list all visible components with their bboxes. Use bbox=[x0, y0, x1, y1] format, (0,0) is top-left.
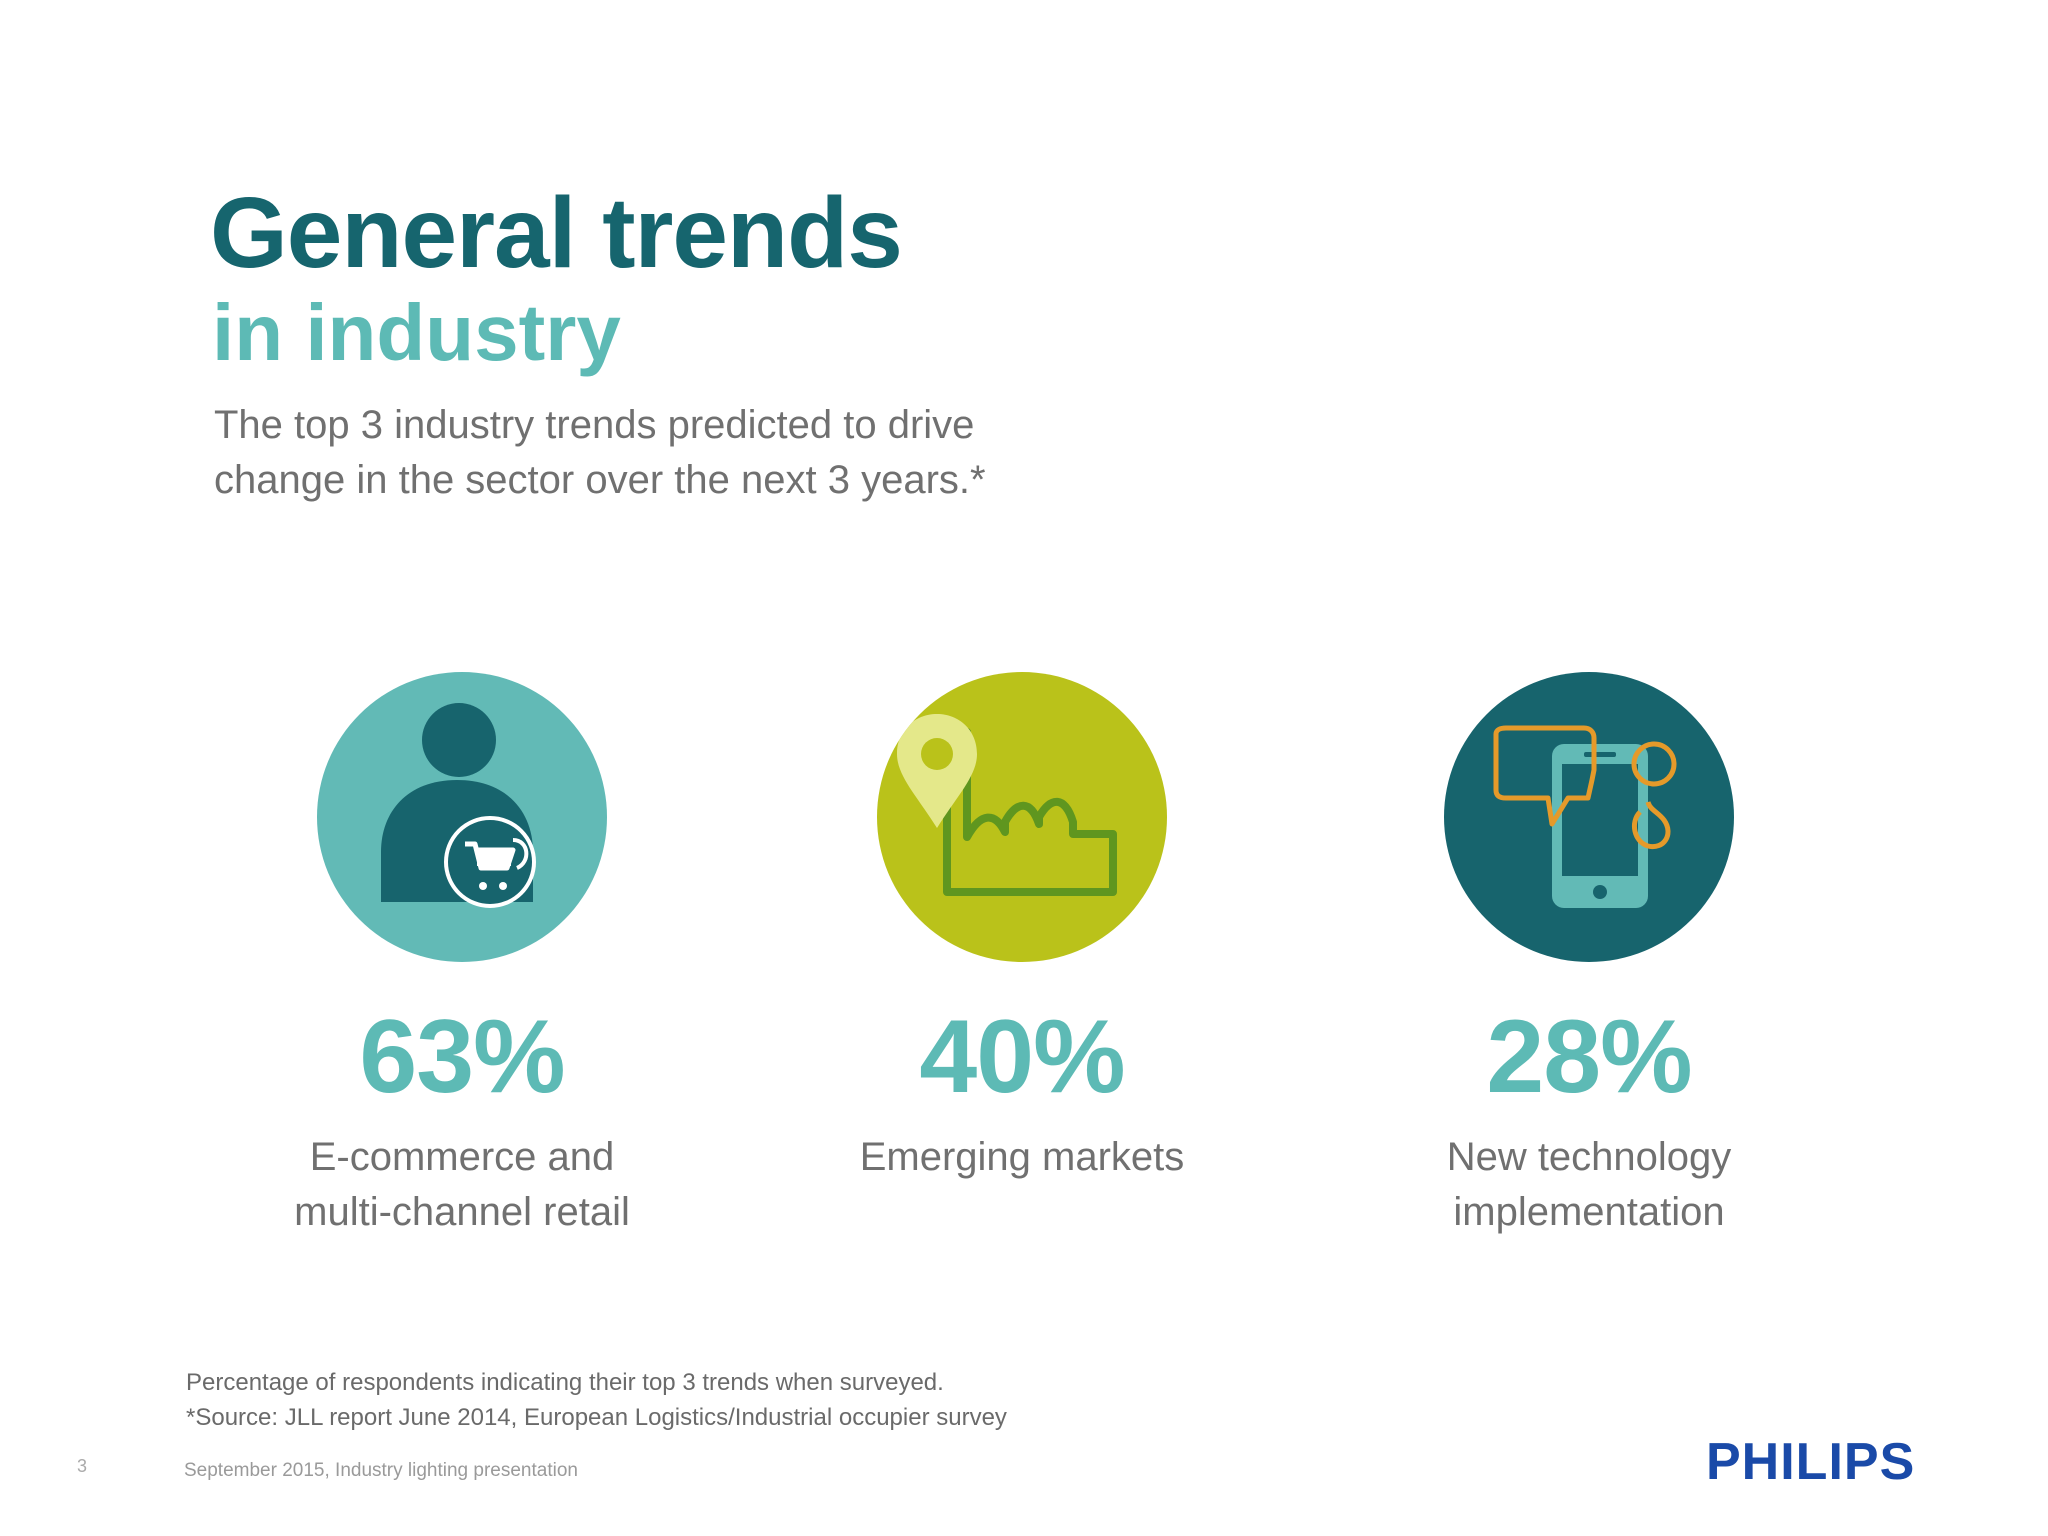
trend-new-technology: 28% New technology implementation bbox=[1309, 672, 1869, 1240]
footnote-line-1: Percentage of respondents indicating the… bbox=[186, 1369, 944, 1396]
trend-label-line-1: E-commerce and bbox=[309, 1135, 615, 1179]
factory-location-icon bbox=[877, 672, 1167, 962]
trend-label: New technology implementation bbox=[1309, 1130, 1869, 1240]
trend-label-line-1: Emerging markets bbox=[859, 1135, 1185, 1179]
trend-percent: 40% bbox=[919, 999, 1125, 1115]
trend-ecommerce: 63% E-commerce and multi-channel retail bbox=[182, 672, 742, 1240]
trend-label: Emerging markets bbox=[742, 1130, 1302, 1185]
page-subtitle: in industry bbox=[212, 288, 621, 377]
page-title: General trends bbox=[210, 177, 903, 289]
trend-label: E-commerce and multi-channel retail bbox=[182, 1130, 742, 1240]
philips-logo: PHILIPS bbox=[1706, 1433, 1916, 1491]
smartphone-chat-icon bbox=[1444, 672, 1734, 962]
intro-line-2: change in the sector over the next 3 yea… bbox=[214, 458, 986, 502]
footnote: Percentage of respondents indicating the… bbox=[186, 1365, 1007, 1435]
trend-percent: 28% bbox=[1486, 999, 1692, 1115]
trend-emerging-markets: 40% Emerging markets bbox=[742, 672, 1302, 1185]
trend-label-line-1: New technology bbox=[1446, 1135, 1732, 1179]
trend-label-line-2: multi-channel retail bbox=[294, 1190, 630, 1234]
intro-line-1: The top 3 industry trends predicted to d… bbox=[214, 403, 975, 447]
footer-text: September 2015, Industry lighting presen… bbox=[184, 1460, 578, 1481]
trend-percent: 63% bbox=[359, 999, 565, 1115]
trend-label-line-2: implementation bbox=[1453, 1190, 1725, 1234]
footnote-line-2: *Source: JLL report June 2014, European … bbox=[186, 1404, 1007, 1431]
intro-text: The top 3 industry trends predicted to d… bbox=[214, 398, 1114, 508]
page-number: 3 bbox=[77, 1456, 88, 1476]
shopper-cart-icon bbox=[317, 672, 607, 962]
